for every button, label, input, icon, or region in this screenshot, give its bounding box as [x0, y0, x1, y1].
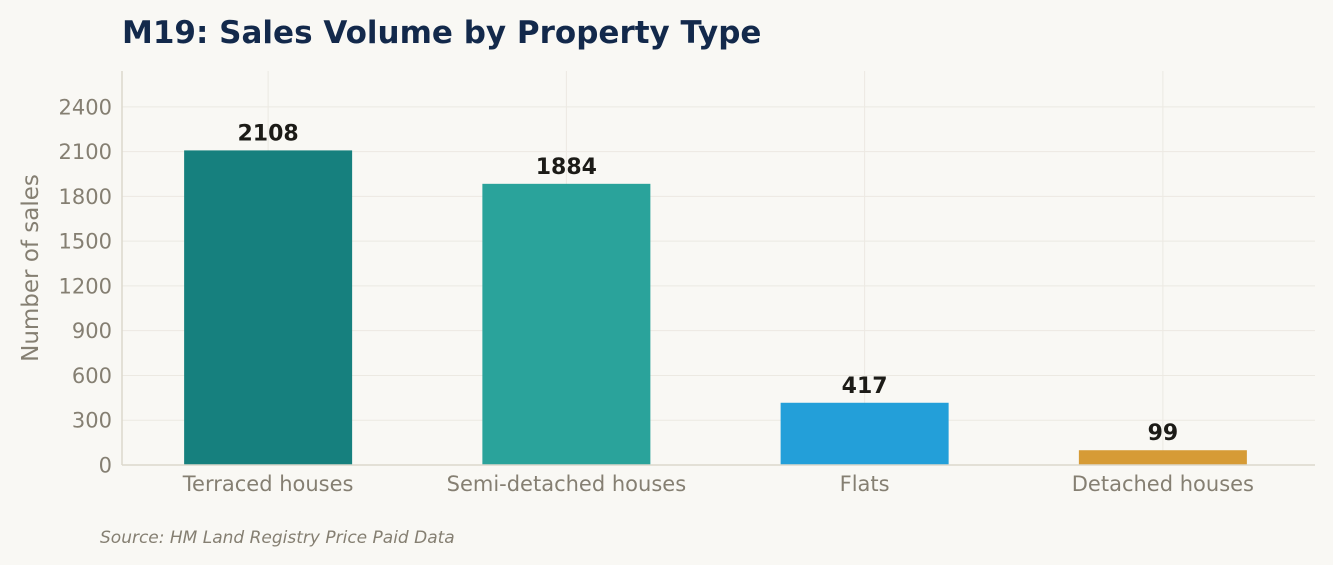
x-tick-label: Flats	[840, 472, 890, 496]
bar-value-label: 1884	[536, 155, 597, 180]
y-axis-title: Number of sales	[18, 174, 44, 362]
x-axis: Terraced houses Semi-detached houses Flats…	[122, 464, 1315, 496]
y-tick-label: 1500	[59, 230, 112, 254]
bar-value-label: 2108	[238, 121, 299, 146]
bar	[780, 402, 949, 465]
bar	[482, 183, 651, 465]
y-tick-label: 2400	[59, 95, 112, 119]
y-tick-label: 1800	[59, 185, 112, 209]
y-axis: 0 300 600 900 1200 1500 1800 2100 2400	[59, 71, 123, 478]
x-tick-label: Semi-detached houses	[447, 472, 687, 496]
y-tick-label: 2100	[59, 140, 112, 164]
y-tick-label: 900	[72, 319, 112, 343]
y-tick-label: 1200	[59, 274, 112, 298]
bar-value-label: 417	[842, 374, 888, 399]
chart-title: M19: Sales Volume by Property Type	[122, 15, 761, 51]
bars	[184, 150, 1247, 465]
x-tick-label: Terraced houses	[182, 472, 354, 496]
bar-value-labels: 2108 1884 417 99	[238, 121, 1179, 446]
bar-value-label: 99	[1148, 421, 1179, 446]
y-tick-label: 0	[99, 454, 112, 478]
y-tick-label: 600	[72, 364, 112, 388]
bar	[184, 150, 353, 465]
bar	[1078, 450, 1247, 465]
source-note: Source: HM Land Registry Price Paid Data	[100, 528, 455, 548]
y-tick-label: 300	[72, 409, 112, 433]
x-tick-label: Detached houses	[1072, 472, 1254, 496]
